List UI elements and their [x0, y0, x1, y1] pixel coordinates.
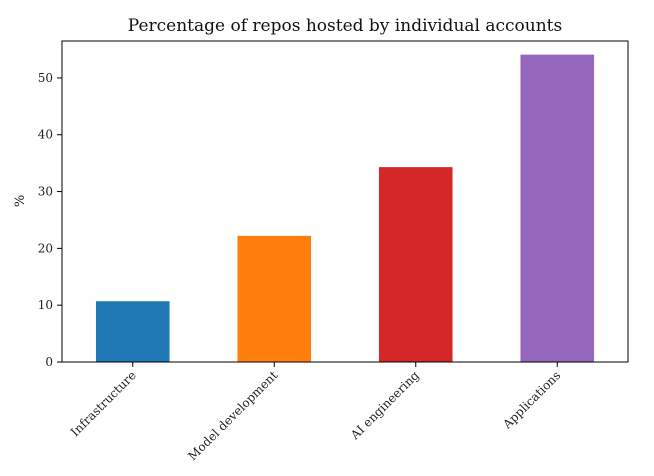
bar-infrastructure	[95, 301, 170, 362]
bars-group	[95, 54, 595, 362]
bar-ai-engineering	[378, 167, 453, 362]
y-tick-label: 50	[38, 71, 53, 85]
y-tick-label: 20	[38, 241, 53, 255]
y-axis-label: %	[13, 195, 28, 207]
y-axis-ticks: 0 10 20 30 40 50	[38, 71, 62, 369]
y-tick-label: 30	[38, 185, 53, 199]
bar-model-development	[237, 235, 312, 362]
y-tick-label: 40	[38, 128, 53, 142]
bar-applications	[520, 54, 595, 362]
y-tick-label: 10	[38, 298, 53, 312]
chart-title: Percentage of repos hosted by individual…	[128, 16, 562, 36]
plot-frame	[61, 40, 629, 363]
y-tick-label: 0	[45, 355, 53, 369]
